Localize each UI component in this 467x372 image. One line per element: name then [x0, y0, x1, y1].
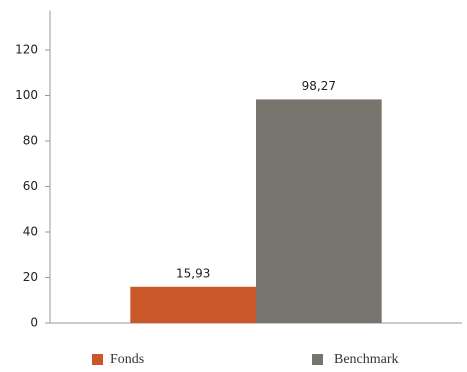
bar — [256, 99, 382, 323]
legend: Benchmark — [334, 352, 399, 367]
y-tick-label: 80 — [23, 134, 38, 148]
y-tick-label: 40 — [23, 225, 38, 239]
legend: Fonds — [110, 352, 144, 367]
bar — [130, 286, 256, 323]
y-tick-label: 20 — [23, 270, 38, 284]
y-tick-label: 60 — [23, 179, 38, 193]
value-label: 15,93 — [176, 266, 210, 280]
legend-swatch — [92, 354, 103, 365]
y-tick-label: 0 — [30, 316, 38, 330]
y-tick-label: 120 — [15, 43, 38, 57]
legend-swatch — [312, 354, 323, 365]
y-tick-label: 100 — [15, 88, 38, 102]
value-label: 98,27 — [302, 79, 336, 93]
